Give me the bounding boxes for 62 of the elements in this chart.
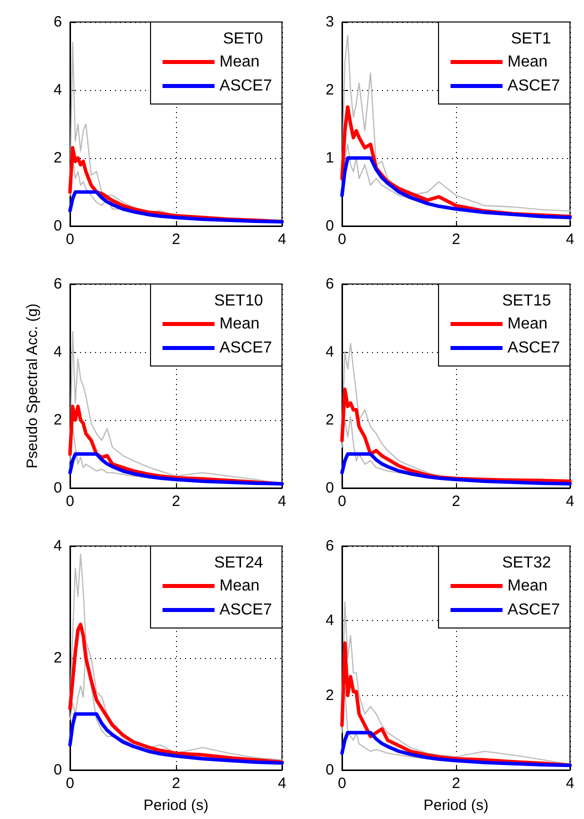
- x-tick-label: 0: [338, 493, 346, 510]
- y-tick-label: 6: [54, 14, 62, 30]
- y-tick-label: 0: [326, 480, 334, 496]
- legend-title: SET10: [214, 292, 264, 310]
- legend-title: SET32: [502, 554, 552, 572]
- legend-label: ASCE7: [508, 340, 560, 356]
- legend-label: ASCE7: [220, 602, 272, 618]
- legend-title: SET24: [214, 554, 264, 572]
- legend-label: ASCE7: [220, 340, 272, 356]
- y-tick-label: 6: [54, 276, 62, 292]
- y-tick-label: 4: [54, 538, 62, 554]
- y-tick-label: 0: [54, 762, 62, 778]
- y-tick-label: 4: [326, 612, 334, 630]
- x-tick-label: 2: [452, 775, 460, 792]
- y-tick-label: 2: [54, 650, 62, 666]
- legend-label: Mean: [220, 316, 260, 332]
- legend-title: SET15: [502, 292, 552, 310]
- y-tick-label: 6: [326, 538, 334, 554]
- x-tick-label: 0: [66, 775, 74, 792]
- y-tick-label: 6: [326, 276, 334, 292]
- legend-label: Mean: [508, 316, 548, 332]
- x-tick-label: 4: [278, 231, 286, 248]
- y-tick-label: 3: [326, 14, 334, 30]
- y-tick-label: 4: [326, 344, 334, 360]
- x-tick-label: 4: [566, 493, 574, 510]
- y-tick-label: 0: [326, 762, 334, 778]
- legend-label: Mean: [508, 54, 548, 70]
- y-tick-label: 4: [54, 82, 62, 98]
- x-tick-label: 2: [172, 775, 180, 792]
- y-tick-label: 4: [54, 344, 62, 360]
- x-tick-label: 0: [66, 231, 74, 248]
- y-tick-label: 2: [54, 150, 62, 166]
- y-axis-title: Pseudo Spectral Acc. (g): [24, 303, 41, 469]
- y-tick-label: 2: [326, 686, 334, 704]
- x-tick-label: 0: [338, 775, 346, 792]
- x-tick-label: 2: [452, 231, 460, 248]
- legend-label: ASCE7: [508, 78, 560, 94]
- y-tick-label: 2: [326, 412, 334, 428]
- x-tick-label: 0: [338, 231, 346, 248]
- y-tick-label: 1: [326, 150, 334, 166]
- x-tick-label: 2: [452, 493, 460, 510]
- y-tick-label: 0: [54, 480, 62, 496]
- x-tick-label: 4: [278, 775, 286, 792]
- x-tick-label: 4: [566, 775, 574, 792]
- x-axis-title: Period (s): [423, 797, 489, 814]
- y-tick-label: 2: [54, 412, 62, 428]
- legend-label: ASCE7: [220, 78, 272, 94]
- x-tick-label: 0: [66, 493, 74, 510]
- legend-label: ASCE7: [508, 602, 560, 618]
- legend-title: SET1: [510, 30, 552, 48]
- x-tick-label: 4: [278, 493, 286, 510]
- x-axis-title: Period (s): [143, 797, 209, 814]
- x-tick-label: 2: [172, 493, 180, 510]
- x-tick-label: 2: [172, 231, 180, 248]
- y-tick-label: 2: [326, 82, 334, 98]
- legend-label: Mean: [220, 578, 260, 594]
- legend-label: Mean: [508, 578, 548, 594]
- y-tick-label: 0: [54, 218, 62, 234]
- y-tick-label: 0: [326, 218, 334, 234]
- legend-title: SET0: [222, 30, 264, 48]
- legend-label: Mean: [220, 54, 260, 70]
- x-tick-label: 4: [566, 231, 574, 248]
